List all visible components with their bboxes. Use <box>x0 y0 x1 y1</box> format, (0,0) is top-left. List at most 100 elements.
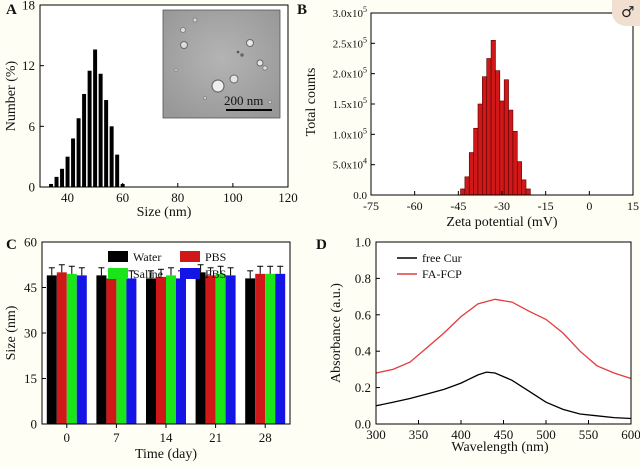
panel-d-x-tick-label: 600 <box>621 427 640 442</box>
legend-label: free Cur <box>422 251 462 265</box>
stability-bar <box>176 278 186 424</box>
panel-d-x-tick-label: 300 <box>366 427 386 442</box>
panel-d-y-tick-label: 0.2 <box>355 380 371 395</box>
panel-a-x-axis-label: Size (nm) <box>137 205 192 220</box>
panel-b-letter: B <box>297 2 307 18</box>
size-distribution-bar <box>54 176 59 187</box>
panel-a-y-tick-label: 12 <box>22 58 35 73</box>
size-distribution-bar <box>93 49 98 187</box>
panel-c-x-axis-label: Time (day) <box>135 447 197 462</box>
size-distribution-bar <box>76 118 81 187</box>
panel-d-x-tick-label: 450 <box>494 427 514 442</box>
panel-d-x-tick-label: 400 <box>451 427 471 442</box>
stability-bar <box>126 278 137 424</box>
panel-b-x-tick-label: -30 <box>494 199 510 213</box>
panel-d-legend: free Cur FA-FCP <box>397 251 462 281</box>
stability-bar <box>255 273 266 424</box>
panel-a-x-tick-label: 60 <box>116 190 129 205</box>
size-distribution-bar <box>115 154 120 187</box>
panel-a-y-axis-label: Number (%) <box>4 60 19 131</box>
legend-label: Water <box>133 250 161 264</box>
panel-b-y-tick-label: 0.0 <box>353 190 367 202</box>
panel-d-x-tick-label: 550 <box>579 427 599 442</box>
zeta-potential-bar <box>468 152 474 196</box>
legend-swatch <box>180 268 200 279</box>
stability-bar <box>156 276 166 424</box>
panel-c-x-tick-label: 21 <box>209 430 222 445</box>
legend-swatch <box>180 251 200 262</box>
panel-c-y-axis-label: Size (nm) <box>4 305 19 360</box>
zeta-potential-bar <box>482 76 488 196</box>
size-distribution-bar <box>82 93 87 187</box>
panel-d-y-tick-label: 0.6 <box>355 307 372 322</box>
zeta-potential-bar <box>486 58 492 196</box>
panel-c-legend: Water PBS Saline FBS <box>108 250 226 281</box>
panel-d-plot-area <box>376 242 631 424</box>
zeta-potential-bar <box>503 79 509 196</box>
absorbance-curve <box>375 371 632 420</box>
panel-c-x-tick-label: 28 <box>259 430 272 445</box>
zeta-potential-bar <box>508 109 514 196</box>
zeta-potential-bar <box>473 127 479 196</box>
panel-a-x-tick-label: 100 <box>223 190 243 205</box>
stability-bar <box>265 273 276 424</box>
male-symbol-icon[interactable]: ♂ <box>612 0 640 26</box>
panel-a-letter: A <box>6 2 17 18</box>
stability-bar <box>245 278 256 424</box>
size-distribution-bar <box>98 73 103 187</box>
panel-a-axes: 40 60 80 100 120 0 6 12 18 Size (nm) Number (%) <box>4 0 298 220</box>
panel-b-x-tick-label: 0 <box>586 199 592 213</box>
stability-bar <box>46 275 57 424</box>
stability-bar <box>195 272 206 424</box>
panel-c-x-tick-label: 0 <box>64 430 71 445</box>
stability-bar <box>56 272 67 424</box>
stability-bar <box>76 275 87 424</box>
zeta-potential-bar <box>516 161 522 196</box>
stability-bar <box>66 273 77 424</box>
panel-d-letter: D <box>316 237 327 253</box>
legend-swatch <box>108 268 128 279</box>
legend-swatch <box>108 251 128 262</box>
stability-bar <box>275 273 286 424</box>
panel-a-y-tick-label: 0 <box>29 180 36 195</box>
panel-b-y-tick-label: 2.0x105 <box>333 66 367 81</box>
size-distribution-bar <box>109 126 114 187</box>
zeta-potential-bar <box>464 176 470 196</box>
panel-d-lines <box>375 298 632 420</box>
absorbance-curve <box>375 298 632 380</box>
size-distribution-bar <box>60 168 65 187</box>
stability-bar <box>215 273 226 424</box>
axes-frame <box>39 4 289 188</box>
zeta-potential-bar <box>525 188 531 196</box>
stability-bar <box>205 275 216 424</box>
panel-d-x-tick-label: 500 <box>536 427 556 442</box>
panel-d: D 300 350 400 450 500 550 600 0.0 0.2 0.4 0.6 0.8 1.… <box>316 235 640 456</box>
panel-a-x-tick-label: 120 <box>278 190 298 205</box>
stability-bar <box>166 275 176 424</box>
panel-b-y-tick-label: 5.0x104 <box>333 157 367 172</box>
panel-c: C 0 7 14 21 28 0 15 30 45 60 Time (day) Size (nm) W… <box>4 235 291 462</box>
panel-c-axes: 0 7 14 21 28 0 15 30 45 60 Time (day) Size (nm) <box>4 235 291 462</box>
panel-c-bars <box>46 264 286 424</box>
panel-b-y-tick-label: 1.0x105 <box>333 126 367 141</box>
size-distribution-bar <box>71 138 76 187</box>
panel-c-letter: C <box>6 237 17 253</box>
legend-label: Saline <box>133 267 163 281</box>
stability-bar <box>106 278 117 424</box>
panel-c-y-tick-label: 45 <box>24 280 37 295</box>
stability-bar <box>96 275 107 424</box>
zeta-potential-bar <box>477 103 483 196</box>
panel-c-y-tick-label: 0 <box>31 417 38 432</box>
panel-c-x-tick-label: 14 <box>160 430 174 445</box>
stability-bar <box>116 276 127 424</box>
size-distribution-bar <box>104 100 109 187</box>
panel-a-y-tick-label: 18 <box>22 0 35 13</box>
scale-bar-label: 200 nm <box>224 93 263 108</box>
size-distribution-bar <box>65 156 70 187</box>
panel-c-y-tick-label: 30 <box>24 326 37 341</box>
panel-d-y-tick-label: 0.0 <box>355 417 371 432</box>
stability-bar <box>146 278 156 424</box>
stability-bar <box>225 275 236 424</box>
panel-d-x-tick-label: 350 <box>409 427 429 442</box>
